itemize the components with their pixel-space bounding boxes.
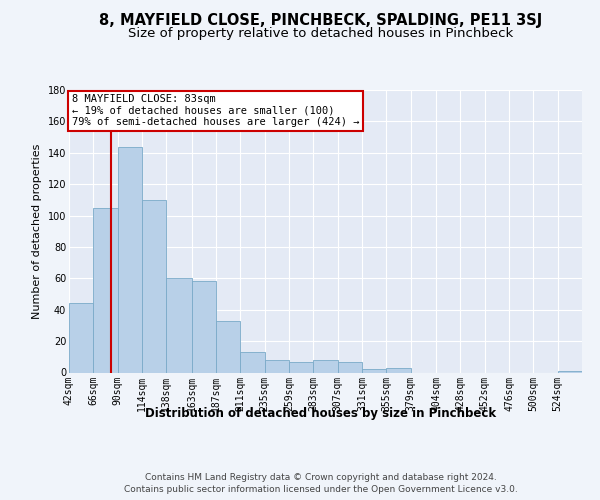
- Bar: [118, 146, 142, 372]
- Bar: [557, 371, 582, 372]
- Bar: [142, 200, 166, 372]
- Bar: [362, 370, 386, 372]
- Bar: [94, 208, 118, 372]
- Text: 8, MAYFIELD CLOSE, PINCHBECK, SPALDING, PE11 3SJ: 8, MAYFIELD CLOSE, PINCHBECK, SPALDING, …: [100, 12, 542, 28]
- Bar: [289, 362, 313, 372]
- Bar: [386, 368, 410, 372]
- Bar: [216, 320, 241, 372]
- Bar: [265, 360, 289, 372]
- Bar: [338, 362, 362, 372]
- Text: Contains public sector information licensed under the Open Government Licence v3: Contains public sector information licen…: [124, 485, 518, 494]
- Y-axis label: Number of detached properties: Number of detached properties: [32, 144, 42, 319]
- Bar: [166, 278, 191, 372]
- Text: Distribution of detached houses by size in Pinchbeck: Distribution of detached houses by size …: [145, 408, 497, 420]
- Text: Contains HM Land Registry data © Crown copyright and database right 2024.: Contains HM Land Registry data © Crown c…: [145, 472, 497, 482]
- Text: 8 MAYFIELD CLOSE: 83sqm
← 19% of detached houses are smaller (100)
79% of semi-d: 8 MAYFIELD CLOSE: 83sqm ← 19% of detache…: [71, 94, 359, 128]
- Text: Size of property relative to detached houses in Pinchbeck: Size of property relative to detached ho…: [128, 27, 514, 40]
- Bar: [69, 304, 94, 372]
- Bar: [191, 282, 216, 372]
- Bar: [313, 360, 338, 372]
- Bar: [241, 352, 265, 372]
